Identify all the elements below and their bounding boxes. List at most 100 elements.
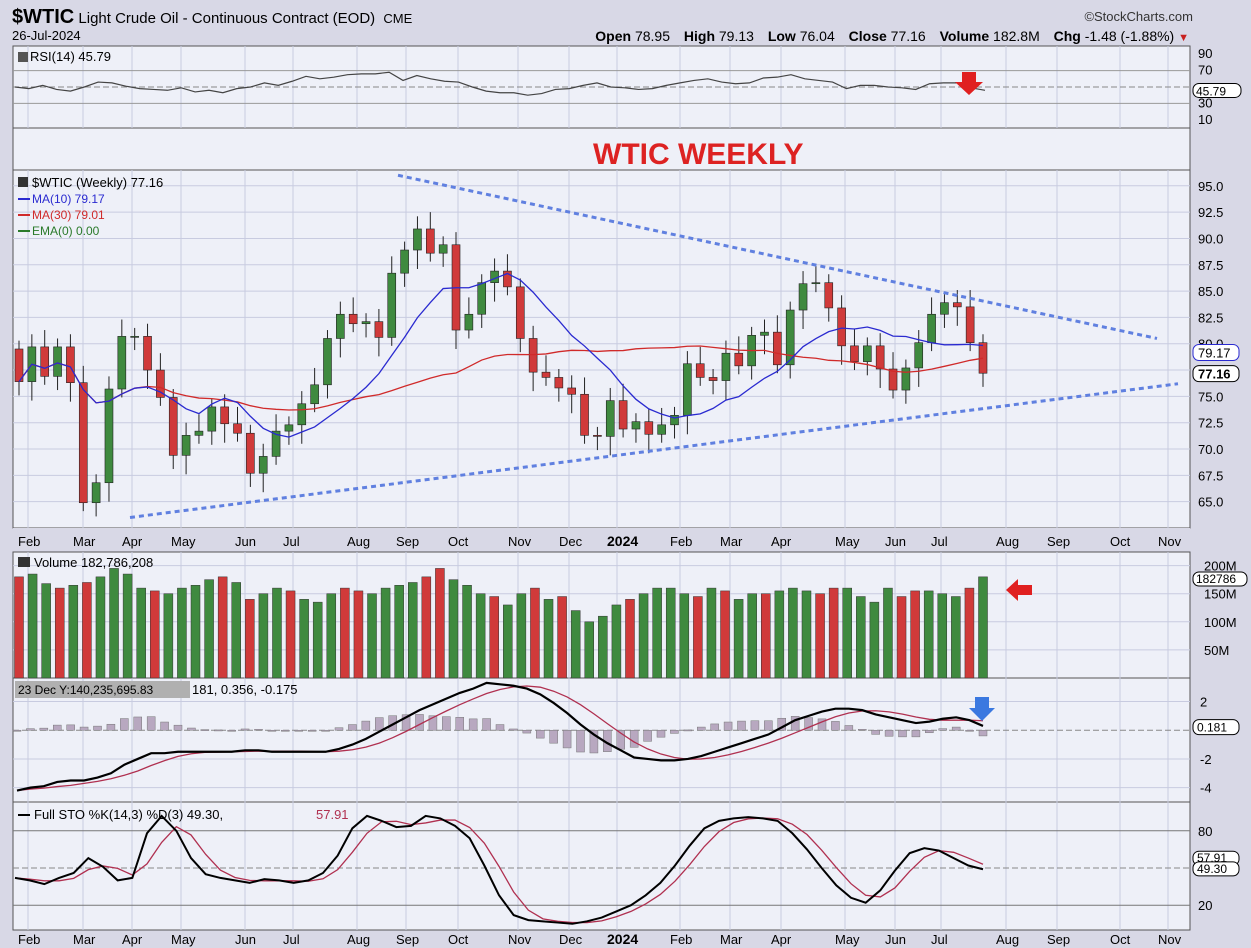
symbol: $WTIC: [12, 6, 75, 28]
volume-bar: [584, 621, 595, 679]
sto-x-tick-label: Apr: [122, 932, 143, 947]
price-x-tick-label: Aug: [347, 534, 370, 549]
price-x-tick-label: Mar: [720, 534, 743, 549]
price-candle: [66, 346, 75, 383]
price-candle: [811, 282, 821, 285]
price-candle: [14, 348, 24, 382]
macd-line: [16, 681, 984, 792]
macd-histogram-bar: [643, 729, 652, 742]
sto-legend-d: 57.91: [316, 807, 349, 822]
macd-histogram-bar: [361, 720, 371, 731]
sto-x-tick-label: Jun: [235, 932, 256, 947]
volume-bar: [190, 585, 201, 679]
price-y-tick-label: 72.5: [1198, 416, 1223, 431]
price-candle: [297, 403, 307, 426]
volume-bar: [435, 568, 445, 679]
rsi-y-tick-label: 90: [1198, 46, 1212, 61]
price-axis-band: [13, 528, 1190, 552]
price-candle: [143, 336, 152, 371]
volume-bar: [747, 593, 757, 679]
macd-histogram-bar: [817, 718, 827, 731]
price-candle: [233, 423, 242, 434]
price-y-tick-label: 67.5: [1198, 468, 1223, 483]
sto-y-tick-label: 20: [1198, 898, 1212, 913]
sto-y-tick-label: 80: [1198, 824, 1212, 839]
title-band: [12, 127, 1191, 171]
price-x-tick-label: Jul: [283, 534, 300, 549]
price-candle: [580, 393, 589, 436]
price-x-tick-label: Sep: [1047, 534, 1070, 549]
price-candle: [413, 228, 422, 251]
sto-x-tick-label: Jul: [931, 932, 948, 947]
close-value: 77.16: [890, 28, 926, 44]
price-candle: [708, 377, 718, 381]
volume-bar: [883, 587, 893, 679]
macd-histogram-bar: [509, 728, 518, 731]
macd-histogram-bar: [911, 729, 921, 738]
price-candle: [670, 415, 679, 426]
volume-bar: [788, 587, 798, 679]
price-y-tick-label: 82.5: [1198, 310, 1223, 325]
price-candle: [541, 371, 551, 378]
price-candle: [695, 363, 705, 378]
sto-x-tick-label: Aug: [996, 932, 1019, 947]
annotation-title: WTIC WEEKLY: [593, 138, 804, 171]
price-value-tag-text: 79.17: [1198, 345, 1231, 360]
price-x-tick-label: May: [835, 534, 860, 549]
volume-legend-icon: [18, 557, 30, 567]
price-candle: [863, 345, 872, 362]
volume-bar: [733, 599, 744, 679]
volume-bar: [150, 590, 160, 679]
sto-x-tick-label: May: [835, 932, 860, 947]
macd-histogram-bar: [495, 724, 505, 731]
sto-panel: [12, 801, 1191, 931]
price-candle: [528, 338, 538, 373]
ema-legend: EMA(0) 0.00: [32, 224, 100, 238]
volume-bar: [14, 576, 24, 679]
volume-bar: [706, 587, 717, 679]
price-x-tick-label: Dec: [559, 534, 583, 549]
macd-histogram-bar: [240, 728, 250, 731]
sto-x-tick-label: Sep: [1047, 932, 1070, 947]
volume-bar: [272, 587, 282, 679]
price-legend-title: $WTIC (Weekly) 77.16: [32, 175, 163, 190]
price-candle: [940, 302, 949, 315]
price-candle: [246, 432, 255, 474]
price-x-tick-label: Nov: [508, 534, 532, 549]
price-candle: [336, 313, 345, 339]
volume-y-tick-label: 50M: [1204, 643, 1229, 658]
macd-histogram-bar: [536, 729, 545, 739]
volume-bar: [489, 596, 499, 679]
price-legend-icon: [18, 177, 28, 187]
sto-x-tick-label: Feb: [18, 932, 40, 947]
volume-bar: [801, 590, 812, 679]
price-candle: [91, 482, 101, 504]
price-candle: [464, 313, 474, 331]
price-candle: [477, 282, 487, 315]
macd-histogram-bar: [884, 729, 894, 737]
macd-y-tick-label: -4: [1200, 781, 1212, 796]
volume-bar: [774, 590, 785, 679]
volume-bar: [367, 593, 377, 679]
price-candle: [156, 369, 165, 398]
macd-histogram-bar: [723, 721, 733, 731]
price-candle: [374, 321, 384, 338]
price-value-tag: [1192, 343, 1240, 361]
exchange: CME: [383, 11, 413, 26]
volume-bar: [693, 596, 703, 679]
macd-histogram-bar: [348, 724, 357, 731]
macd-histogram-bar: [562, 729, 572, 749]
price-candle: [78, 382, 88, 504]
macd-histogram-bar: [375, 717, 384, 731]
price-y-tick-label: 65.0: [1198, 495, 1223, 510]
price-x-tick-label: Jun: [885, 534, 906, 549]
volume-bar: [136, 587, 146, 679]
volume-bar: [652, 587, 662, 679]
sto-x-tick-label: Aug: [347, 932, 370, 947]
volume-bar: [611, 604, 622, 679]
price-candle: [798, 283, 808, 311]
price-candle: [117, 336, 127, 390]
sto-value-tag-text: 49.30: [1197, 862, 1227, 876]
macd-histogram-bar: [670, 729, 679, 734]
